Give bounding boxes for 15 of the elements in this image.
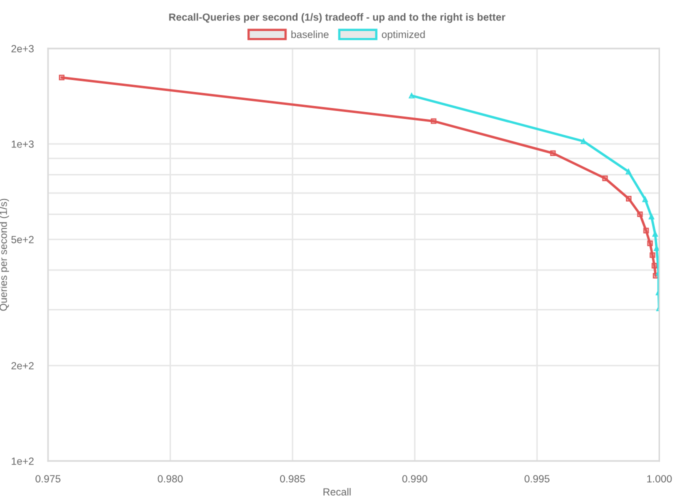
y-tick-label: 2e+3	[11, 45, 34, 52]
x-tick-label: 0.985	[280, 475, 305, 482]
y-tick-label: 1e+3	[12, 140, 34, 148]
y-tick-label: 5e+2	[11, 236, 34, 244]
x-tick-label: 0.980	[158, 475, 183, 482]
y-tick-label: 1e+2	[12, 458, 34, 465]
x-tick-label: 1.000	[647, 475, 672, 482]
x-axis-title: Recall	[324, 488, 351, 496]
x-tick-label: 0.990	[402, 475, 428, 482]
y-tick-label: 2e+2	[11, 362, 34, 370]
chart-title: Recall-Queries per second (1/s) tradeoff - up and to the right is better	[169, 13, 506, 23]
x-tick-label: 0.995	[524, 475, 550, 482]
x-tick-label: 0.975	[36, 475, 60, 482]
legend-label: baseline	[291, 30, 329, 38]
legend-label: optimized	[382, 30, 425, 40]
